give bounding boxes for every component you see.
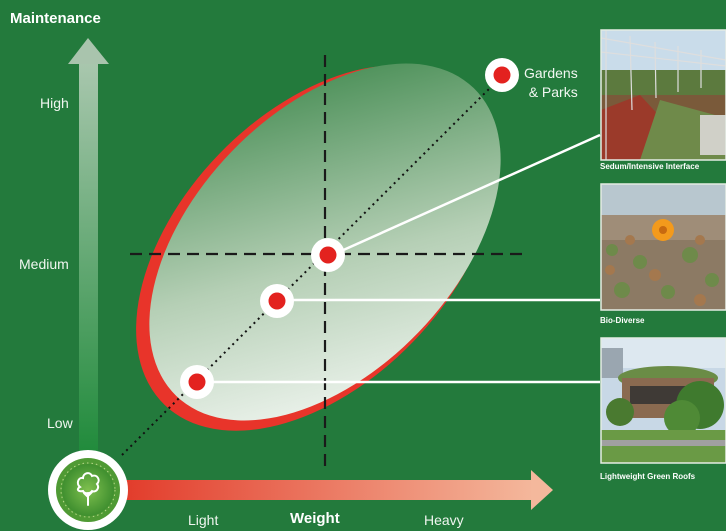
tree-logo-icon bbox=[48, 450, 128, 530]
marker-lightweight bbox=[180, 365, 214, 399]
diagonal-dotted-line bbox=[121, 77, 501, 456]
x-label-heavy: Heavy bbox=[424, 512, 464, 528]
marker-sedum-intensive bbox=[311, 238, 345, 272]
x-axis-title: Weight bbox=[290, 510, 340, 527]
photo-sedum-intensive bbox=[600, 29, 726, 161]
weight-axis-arrow bbox=[120, 470, 553, 510]
y-label-high: High bbox=[40, 95, 69, 111]
marker-bio-diverse bbox=[260, 284, 294, 318]
photo-lightweight-roofs bbox=[600, 337, 726, 464]
y-label-low: Low bbox=[47, 415, 73, 431]
orange-flower-icon bbox=[652, 219, 674, 241]
photo-bio-diverse bbox=[600, 183, 726, 311]
gardens-parks-label: Gardens & Parks bbox=[524, 64, 578, 102]
gardens-label-line1: Gardens bbox=[524, 65, 578, 81]
photo-connector-lines bbox=[197, 133, 601, 384]
caption-bio-diverse: Bio-Diverse bbox=[600, 316, 645, 325]
caption-sedum-intensive: Sedum/Intensive Interface bbox=[600, 162, 700, 171]
maintenance-axis-arrow bbox=[68, 38, 109, 457]
connector-sedum bbox=[329, 133, 601, 258]
maintenance-title: Maintenance bbox=[10, 10, 101, 27]
x-label-light: Light bbox=[188, 512, 219, 528]
caption-lightweight-roofs: Lightweight Green Roofs bbox=[600, 472, 696, 481]
gardens-label-line2: & Parks bbox=[528, 84, 578, 100]
marker-gardens-parks bbox=[485, 58, 519, 92]
y-label-medium: Medium bbox=[19, 256, 69, 272]
